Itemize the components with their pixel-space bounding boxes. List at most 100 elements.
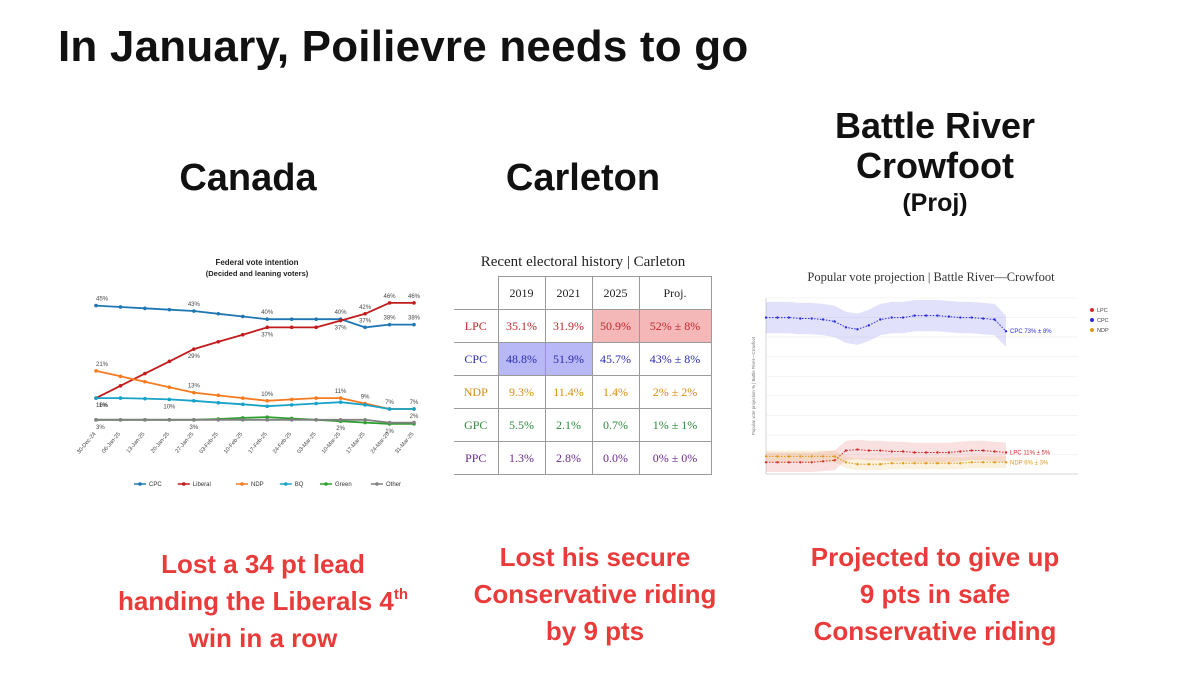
data-label-liberal: 46% [408,294,421,300]
data-point-ndp [143,379,147,384]
data-point-bq [363,403,367,407]
data-label-cpc: 40% [335,310,348,316]
page-title: In January, Poilievre needs to go [58,22,749,71]
value-cell: 1.4% [591,375,640,409]
value-cell: 5.5% [497,408,546,442]
data-label-cpc: 43% [188,302,201,308]
data-point-lpc [981,449,985,452]
data-point-cpc [924,314,928,317]
table-row-cpc: CPC 48.8% 51.9% 45.7% 43% ± 8% [454,342,712,376]
data-point-liberal [240,332,245,337]
data-point-cpc [913,314,916,317]
data-label-liberal: 37% [335,326,348,332]
data-point-ndp [787,455,791,458]
data-point-lpc [799,461,802,464]
data-point-ndp [844,461,848,464]
data-point-cpc [947,315,951,318]
data-point-cpc [867,324,871,327]
data-point-lpc [901,450,905,453]
value-cell: 0.0% [591,441,640,475]
data-point-lpc [867,449,871,452]
data-label-other: 3% [190,425,199,431]
caption-canada-line3: win in a row [188,623,338,653]
value-cell: 0% ± 0% [638,441,712,475]
legend-dot-lpc [1090,308,1094,312]
data-point-bq [387,407,392,411]
data-label-cpc: 38% [408,316,421,322]
value-cell: 11.4% [544,375,593,409]
legend-marker-other [375,482,379,486]
legend-label-lpc: LPC [1097,308,1108,314]
data-point-ndp [764,455,768,458]
x-tick-label: 27-Jan-25 [175,431,196,454]
data-point-other [167,418,172,422]
data-point-ndp [924,462,928,465]
data-point-cpc [833,320,836,323]
data-label-liberal: 16% [96,403,109,409]
data-point-cpc [821,318,825,321]
data-point-other [240,418,245,422]
data-point-other [289,418,294,422]
heading-carleton: Carleton [505,157,661,199]
value-cell: 51.9% [544,342,593,376]
legend-dot-cpc [1090,318,1094,322]
data-point-bq [265,404,270,409]
data-point-ndp [94,369,98,373]
series-line-other [96,418,414,424]
data-point-ndp [833,455,836,458]
party-cell: PPC [454,441,499,475]
x-tick-label: 06-Jan-25 [101,431,122,454]
table-corner [454,276,499,310]
data-point-ndp [167,385,172,389]
data-point-ndp [118,374,123,379]
data-point-bq [118,396,123,400]
data-point-lpc [879,449,882,452]
col-proj: Proj. [638,276,712,310]
data-point-liberal [192,347,196,351]
heading-canada: Canada [179,157,317,199]
caption-battle-line1: Projected to give up [810,542,1060,572]
caption-carleton-line3: by 9 pts [545,616,645,646]
band-ndp [766,450,1006,471]
carleton-table: 2019 2021 2025 Proj. LPC 35.1% 31.9% 50.9% 5… [454,276,712,475]
x-tick-label: 13-Jan-25 [126,431,147,454]
data-point-liberal [143,371,147,376]
data-point-other [265,418,270,422]
table-header-row: 2019 2021 2025 Proj. [454,276,712,310]
data-point-lpc [1004,451,1008,454]
data-point-liberal [118,384,123,388]
caption-canada-sup: th [393,586,409,603]
series-line-cpc [766,315,1007,332]
data-point-bq [192,399,196,403]
data-point-ndp [799,455,802,458]
value-cell: 2.8% [544,441,593,475]
band-cpc [766,300,1006,347]
data-point-lpc [947,451,951,454]
end-label-cpc: CPC 73% ± 8% [1010,329,1052,335]
data-point-bq [314,401,318,406]
data-point-cpc [970,316,973,319]
legend-marker-green [324,482,328,486]
series-line-bq [96,397,414,410]
legend-dot-ndp [1090,328,1094,332]
data-point-ndp [901,462,905,465]
data-point-bq [412,407,416,411]
data-point-bq [338,400,343,404]
data-point-other [216,418,221,422]
series-line-ndp [766,455,1006,465]
data-point-cpc [844,326,848,329]
x-tick-label: 20-Jan-25 [150,431,171,454]
data-point-cpc [799,317,802,320]
y-axis-label: Popular vote projection % | Battle River… [751,336,756,435]
data-point-lpc [970,449,973,452]
data-point-other [192,418,196,422]
table-row-gpc: GPC 5.5% 2.1% 0.7% 1% ± 1% [454,408,712,442]
data-point-ndp [338,396,343,400]
data-point-lpc [787,461,791,464]
data-point-cpc [314,317,318,321]
legend-label-ndp: NDP [1097,328,1109,334]
data-point-other [387,420,392,425]
caption-canada-line2: handing the Liberals 4 [117,586,394,616]
data-point-ndp [1004,461,1008,464]
value-cell: 1.3% [497,441,546,475]
